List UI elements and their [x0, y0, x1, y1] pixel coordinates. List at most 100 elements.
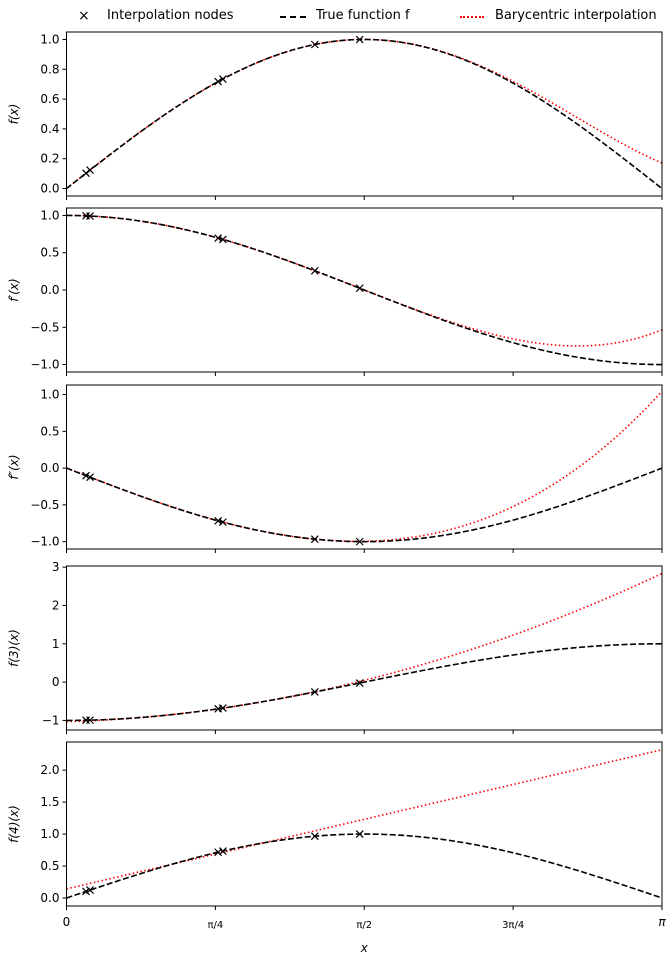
interpolation-node-marker — [218, 704, 227, 713]
y-axis-label: f(x) — [7, 104, 21, 125]
x-tick-label: 0 — [63, 915, 71, 929]
y-tick-label: 0.0 — [40, 461, 59, 475]
legend-label-nodes: Interpolation nodes — [107, 8, 234, 23]
y-tick-label: 2.0 — [40, 763, 59, 777]
interpolation-node-marker — [86, 886, 94, 895]
panel-1: −1.0 −0.5 0.0 0.5 1.0 f′(x) — [7, 207, 663, 376]
interpolation-node-marker — [86, 212, 94, 220]
interpolation-node-marker — [86, 716, 94, 725]
y-tick-label: 0 — [52, 675, 60, 689]
interpolation-node-marker — [86, 166, 94, 175]
y-tick-label: 0.0 — [40, 891, 59, 905]
y-tick-label: 1.0 — [40, 32, 59, 46]
y-tick-label: 1.0 — [40, 388, 59, 402]
interpolation-node-marker — [218, 235, 227, 244]
y-tick-label: 2 — [52, 598, 60, 612]
legend-dotted-line-icon — [460, 16, 484, 18]
interpolation-node-marker — [355, 537, 364, 546]
y-tick-label: 0.2 — [40, 152, 59, 166]
legend: × Interpolation nodes True function f Ba… — [0, 6, 672, 26]
axes-frame — [66, 741, 663, 907]
series-true-function — [66, 642, 662, 722]
plot-area — [66, 748, 662, 899]
panel-2: −1.0 −0.5 0.0 0.5 1.0 f″(x) — [7, 384, 663, 553]
x-tick-label: 3π/4 — [502, 920, 524, 931]
interpolation-node-marker — [218, 847, 227, 855]
y-tick-label: 0.4 — [40, 122, 59, 136]
y-axis-label: f′(x) — [7, 278, 21, 301]
legend-dashed-line-icon — [280, 16, 306, 18]
interpolation-node-marker — [214, 516, 223, 525]
interpolation-node-marker — [82, 716, 90, 725]
interpolation-node-marker — [82, 471, 90, 480]
series-barycentric-interpolation — [66, 390, 662, 543]
series-barycentric-interpolation — [66, 572, 662, 723]
y-axis-label: f(3)(x) — [7, 629, 21, 667]
axes-frame — [66, 207, 663, 373]
legend-label-interp: Barycentric interpolation — [495, 8, 657, 23]
x-tick-label: π/4 — [207, 920, 223, 931]
interpolation-node-marker — [214, 848, 223, 857]
interpolation-node-marker — [82, 211, 90, 220]
y-tick-label: 0.0 — [40, 182, 59, 196]
series-barycentric-interpolation — [66, 38, 662, 190]
y-axis-label: f″(x) — [7, 454, 21, 479]
interpolation-node-marker — [214, 704, 223, 713]
interpolation-node-marker — [310, 688, 319, 696]
interpolation-node-marker — [310, 266, 319, 275]
series-true-function — [66, 214, 662, 366]
x-tick-label: π/2 — [356, 920, 372, 931]
interpolation-node-marker — [310, 535, 319, 544]
interpolation-node-marker — [82, 169, 90, 178]
y-tick-label: 0.5 — [40, 859, 59, 873]
legend-label-true: True function f — [316, 8, 410, 23]
series-true-function — [66, 38, 662, 190]
y-tick-label: 0.5 — [40, 424, 59, 438]
y-tick-label: 1.0 — [40, 827, 59, 841]
series-true-function — [66, 833, 662, 899]
interpolation-node-marker — [218, 75, 227, 83]
y-tick-label: 1.0 — [40, 208, 59, 222]
y-tick-label: 3 — [52, 560, 60, 574]
axes-frame — [66, 565, 663, 731]
plot-area — [66, 390, 662, 543]
y-tick-label: 0.8 — [40, 62, 59, 76]
interpolation-node-marker — [86, 473, 94, 482]
y-tick-label: 0.5 — [40, 246, 59, 260]
interpolation-node-marker — [214, 77, 223, 86]
interpolation-node-marker — [218, 518, 227, 527]
series-barycentric-interpolation — [66, 214, 662, 347]
interpolation-node-marker — [82, 887, 90, 896]
axes-frame — [66, 31, 663, 197]
legend-marker-x-icon: × — [78, 8, 90, 24]
y-tick-label: 1 — [52, 637, 60, 651]
y-tick-label: −0.5 — [30, 320, 59, 334]
interpolation-node-marker — [214, 234, 223, 242]
interpolation-node-marker — [355, 284, 364, 293]
y-tick-label: 0.0 — [40, 283, 59, 297]
panel-3: −1 0 1 2 3 f(3)(x) — [7, 560, 663, 734]
interpolation-node-marker — [310, 832, 319, 841]
interpolation-node-marker — [310, 40, 319, 49]
panel-0: 0.0 0.2 0.4 0.6 0.8 1.0 f(x) — [7, 31, 663, 200]
interpolation-node-marker — [355, 679, 364, 687]
plot-area — [66, 38, 662, 190]
y-tick-label: −1.0 — [30, 535, 59, 549]
x-axis-label: x — [360, 941, 369, 955]
series-true-function — [66, 467, 662, 543]
series-barycentric-interpolation — [66, 748, 662, 890]
interpolation-node-marker — [355, 830, 364, 839]
axes-frame — [66, 384, 663, 550]
interpolation-node-marker — [355, 35, 364, 44]
plot-area — [66, 214, 662, 366]
plot-area — [66, 572, 662, 723]
panel-4: 0.0 0.5 1.0 1.5 2.0 f(4)(x) 0 π/4 π/2 3π/4 π x — [7, 741, 666, 955]
x-tick-label: π — [658, 915, 666, 929]
y-tick-label: −1.0 — [30, 358, 59, 372]
y-axis-label: f(4)(x) — [7, 805, 21, 843]
y-tick-label: −0.5 — [30, 498, 59, 512]
y-tick-label: 0.6 — [40, 92, 59, 106]
y-tick-label: −1 — [42, 713, 60, 727]
y-tick-label: 1.5 — [40, 795, 59, 809]
